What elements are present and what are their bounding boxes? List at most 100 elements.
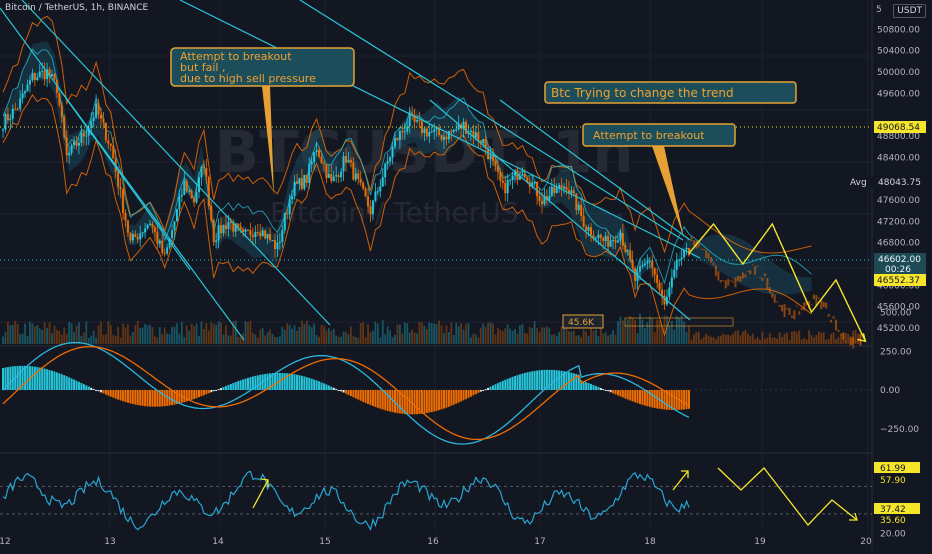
volume-bar <box>301 320 303 344</box>
volume-bar <box>19 334 22 344</box>
time-tick-label: 17 <box>534 537 545 547</box>
candle-body <box>594 237 597 239</box>
macd-histogram-bar <box>685 390 688 410</box>
forecast-candle <box>722 280 725 282</box>
volume-bar <box>783 333 786 344</box>
candle-body <box>318 149 321 157</box>
candle-body <box>609 240 612 247</box>
candle-body <box>688 248 690 256</box>
candle-body <box>614 239 617 243</box>
candle-body <box>16 108 19 110</box>
volume-bar <box>759 339 761 344</box>
volume-bar <box>271 333 274 344</box>
volume-bar <box>70 323 73 344</box>
macd-histogram-bar <box>114 390 117 399</box>
macd-histogram-bar <box>102 390 105 394</box>
volume-bar <box>109 325 112 344</box>
macd-histogram-bar <box>70 378 73 390</box>
volume-bar <box>526 333 529 344</box>
forecast-candle <box>822 301 825 308</box>
macd-histogram-bar <box>460 390 463 402</box>
volume-bar <box>639 313 641 344</box>
time-tick-label: 18 <box>644 537 656 547</box>
volume-bar <box>636 333 639 344</box>
trendlines[interactable] <box>0 0 701 341</box>
macd-histogram-bar <box>210 390 213 393</box>
volume-bar <box>210 322 213 344</box>
volume-bar <box>291 328 293 344</box>
volume-bar <box>92 330 95 344</box>
svg-text:00:26: 00:26 <box>885 265 911 275</box>
volume-bar <box>629 316 632 344</box>
volume-bar <box>808 330 810 344</box>
volume-bar <box>847 333 850 344</box>
macd-histogram-bar <box>521 373 524 390</box>
candle-body <box>320 156 323 164</box>
candle-body <box>462 121 465 129</box>
macd-histogram-bar <box>592 384 595 390</box>
macd-histogram-bar <box>205 390 208 395</box>
candle-body <box>73 141 76 145</box>
volume-bar <box>51 333 53 344</box>
candle-body <box>90 120 93 129</box>
macd-tick-label: 500.00 <box>880 309 912 319</box>
currency-badge[interactable]: USDT <box>893 4 926 18</box>
candle-body <box>6 114 9 121</box>
candle-body <box>501 180 504 183</box>
volume-label-badge: 45.6K <box>562 314 604 329</box>
candle-body <box>518 175 521 180</box>
volume-bar <box>379 337 382 344</box>
volume-bar <box>11 324 14 344</box>
volume-bar <box>531 328 534 344</box>
candle-body <box>487 148 490 160</box>
forecast-candle <box>842 332 845 340</box>
forecast-candle <box>697 243 700 248</box>
candle-body <box>102 118 105 123</box>
forecast-candle <box>778 304 781 307</box>
volume-bar <box>350 326 352 344</box>
candle-body <box>156 232 159 244</box>
volume-bar <box>778 332 781 344</box>
macd-histogram-bar <box>193 390 196 400</box>
candle-body <box>144 228 147 233</box>
candle-body <box>599 234 602 238</box>
macd-histogram-bar <box>38 367 41 390</box>
volume-bar <box>702 336 705 344</box>
candle-body <box>276 242 279 249</box>
volume-bar <box>455 322 458 344</box>
rsi-up-arrowhead <box>260 478 269 487</box>
macd-histogram-bar <box>479 390 482 392</box>
forecast-candle <box>768 287 771 293</box>
volume-bar <box>438 320 440 344</box>
macd-histogram-bar <box>220 388 223 390</box>
volume-bar <box>176 323 178 344</box>
forecast-candle <box>820 299 823 310</box>
volume-bar <box>832 332 835 344</box>
volume-bar <box>837 337 840 344</box>
candle-body <box>482 139 485 143</box>
price-tick-label: 50000.00 <box>877 68 920 78</box>
forecast-candle <box>825 302 828 309</box>
macd-histogram-bar <box>575 374 578 390</box>
volume-bar <box>274 337 276 344</box>
volume-bar <box>523 332 526 344</box>
macd-histogram-bar <box>514 375 517 390</box>
volume-bar <box>310 327 313 344</box>
volume-bar <box>178 333 181 344</box>
macd-histogram-bar <box>43 368 46 390</box>
candle-body <box>198 177 200 193</box>
candle-body <box>435 127 438 130</box>
price-axis[interactable]: 50800.00 50400.00 50000.00 49600.00 48800.00… <box>876 5 920 334</box>
macd-histogram-bar <box>77 381 80 390</box>
time-tick-label: 12 <box>0 537 11 547</box>
macd-histogram-bar <box>195 390 198 399</box>
time-axis[interactable]: 12 13 14 15 16 17 18 19 20 <box>0 537 872 547</box>
candle-body <box>352 162 355 180</box>
volume-bar <box>105 334 107 344</box>
volume-bar <box>443 332 445 344</box>
candle-body <box>161 240 164 254</box>
macd-histogram-bar <box>423 390 426 414</box>
volume-bar <box>232 320 235 344</box>
